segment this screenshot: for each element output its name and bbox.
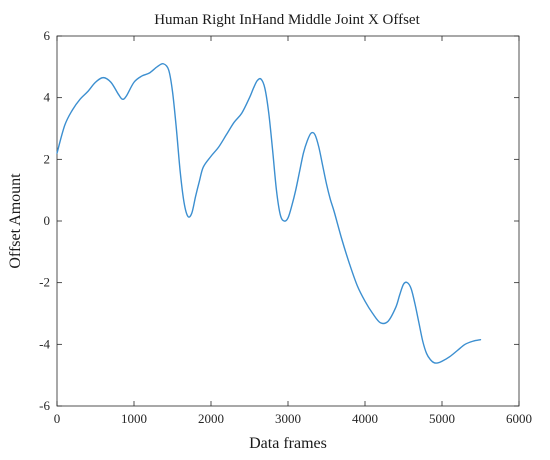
y-tick-label: -2 (39, 275, 50, 290)
x-tick-label: 1000 (121, 411, 147, 426)
x-axis: 0 1000 2000 3000 4000 5000 6000 (54, 36, 532, 426)
y-axis-label: Offset Amount (7, 173, 24, 269)
y-tick-label: 6 (44, 28, 51, 43)
x-tick-label: 4000 (352, 411, 378, 426)
chart-title: Human Right InHand Middle Joint X Offset (154, 12, 420, 28)
x-tick-label: 0 (54, 411, 61, 426)
x-tick-label: 3000 (275, 411, 301, 426)
plot-frame (56, 35, 520, 407)
x-axis-label: Data frames (249, 435, 327, 452)
y-tick-label: 2 (44, 151, 51, 166)
x-tick-label: 5000 (429, 411, 455, 426)
x-tick-label: 6000 (506, 411, 532, 426)
plot-area (56, 35, 520, 407)
x-tick-label: 2000 (198, 411, 224, 426)
y-tick-label: 0 (44, 213, 51, 228)
series-line (56, 62, 482, 364)
y-tick-label: -6 (39, 398, 50, 413)
series-layer (56, 62, 482, 364)
y-tick-label: 4 (44, 90, 51, 105)
y-tick-label: -4 (39, 336, 50, 351)
y-axis: -6 -4 -2 0 2 4 6 (39, 28, 519, 413)
